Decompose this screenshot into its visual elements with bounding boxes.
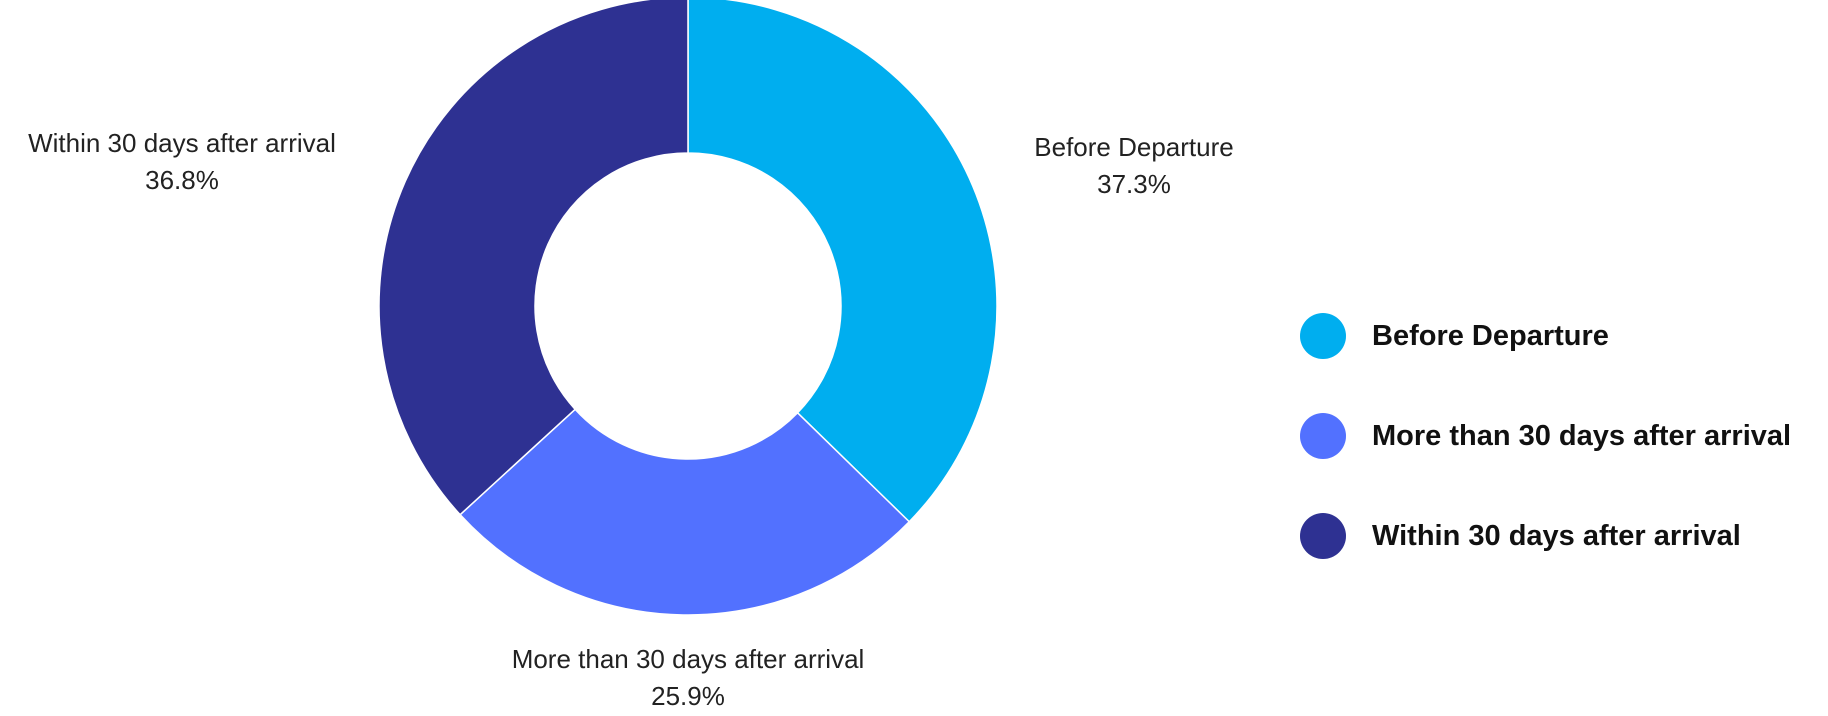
slice-before-departure[interactable] (687, 0, 998, 523)
legend-item-more-than-30-days[interactable]: More than 30 days after arrival (1300, 412, 1820, 460)
slice-value-more-than-30-days-after-arrival: 25.9% (651, 681, 725, 711)
chart-legend: Before Departure More than 30 days after… (1300, 312, 1820, 612)
legend-swatch-within-30-days (1300, 513, 1346, 559)
legend-swatch-more-than-30-days (1300, 413, 1346, 459)
slice-value-within-30-days-after-arrival: 36.8% (145, 165, 219, 195)
legend-label: More than 30 days after arrival (1372, 419, 1792, 452)
slice-labels: Before Departure 37.3% More than 30 days a… (28, 128, 1234, 711)
slice-within-30-days-after-arrival[interactable] (378, 0, 689, 516)
slice-label-more-than-30-days-after-arrival: More than 30 days after arrival (512, 644, 865, 674)
legend-item-before-departure[interactable]: Before Departure (1300, 312, 1820, 360)
legend-label: Before Departure (1372, 319, 1609, 352)
slice-label-within-30-days-after-arrival: Within 30 days after arrival (28, 128, 336, 158)
donut-slices (378, 0, 998, 616)
legend-swatch-before-departure (1300, 313, 1346, 359)
legend-item-within-30-days[interactable]: Within 30 days after arrival (1300, 512, 1820, 560)
legend-label: Within 30 days after arrival (1372, 519, 1741, 552)
slice-value-before-departure: 37.3% (1097, 169, 1171, 199)
slice-label-before-departure: Before Departure (1034, 132, 1233, 162)
slice-more-than-30-days-after-arrival[interactable] (459, 408, 911, 616)
